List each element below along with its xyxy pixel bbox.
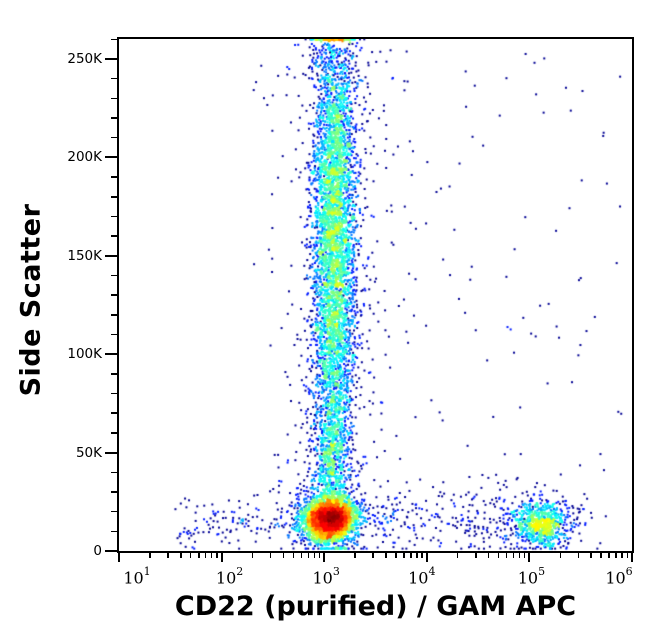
y-axis-tick-label: 0: [93, 543, 102, 559]
x-axis-minor-tick: [518, 553, 521, 558]
y-axis-major-tick: [105, 550, 117, 552]
x-axis-minor-tick: [300, 553, 303, 558]
x-axis-minor-tick: [167, 553, 169, 558]
y-axis-major-tick: [105, 451, 117, 454]
x-axis-minor-tick: [497, 553, 500, 558]
x-axis-minor-tick: [577, 553, 580, 558]
y-axis-tick-label: 250K: [67, 51, 102, 67]
x-axis-tick-label: 104: [408, 565, 436, 588]
scatter-density-canvas: [119, 39, 632, 551]
y-axis-tick-label: 50K: [75, 444, 102, 461]
x-axis-minor-tick: [600, 553, 602, 558]
x-axis-minor-tick: [421, 553, 423, 558]
x-axis-minor-tick: [210, 553, 213, 558]
x-axis-minor-tick: [149, 553, 151, 558]
x-axis-minor-tick: [354, 553, 356, 558]
x-axis-tick-label: 106: [605, 565, 633, 588]
y-axis-title: Side Scatter: [15, 203, 47, 397]
x-axis-tick-label: 105: [517, 565, 546, 588]
x-axis-major-tick: [220, 553, 223, 562]
x-axis-minor-tick: [456, 553, 459, 558]
x-axis-major-tick: [631, 553, 633, 562]
x-axis-minor-tick: [403, 553, 405, 558]
x-axis-minor-tick: [621, 553, 623, 558]
x-axis-minor-tick: [523, 553, 526, 558]
x-axis-minor-tick: [251, 553, 254, 558]
x-axis-tick-label: 101: [123, 565, 151, 588]
y-axis-major-tick: [105, 156, 117, 159]
x-axis-minor-tick: [559, 553, 562, 558]
x-axis-minor-tick: [318, 553, 321, 558]
y-axis-tick-label: 200K: [67, 149, 102, 166]
x-axis-minor-tick: [313, 553, 315, 558]
x-axis-minor-tick: [385, 553, 387, 558]
y-axis-major-tick: [105, 254, 117, 257]
x-axis-minor-tick: [615, 553, 617, 558]
x-axis-title: CD22 (purified) / GAM APC: [174, 591, 577, 622]
x-axis-minor-tick: [416, 553, 418, 558]
x-axis-major-tick: [528, 553, 531, 562]
x-axis-major-tick: [425, 553, 428, 562]
x-axis-tick-label: 102: [215, 565, 244, 588]
x-axis-minor-tick: [395, 553, 397, 558]
y-axis-major-tick: [105, 58, 117, 60]
x-axis-tick-label: 103: [312, 565, 340, 588]
x-axis-minor-tick: [475, 553, 477, 558]
x-axis-major-tick: [323, 553, 326, 562]
x-axis-minor-tick: [512, 553, 515, 558]
x-axis-minor-tick: [292, 553, 295, 558]
x-axis-minor-tick: [372, 553, 374, 558]
x-axis-minor-tick: [180, 553, 182, 558]
x-axis-minor-tick: [269, 553, 272, 558]
x-axis-minor-tick: [189, 553, 192, 558]
x-axis-minor-tick: [487, 553, 490, 558]
y-axis-major-tick: [105, 353, 117, 356]
x-axis-minor-tick: [204, 553, 207, 558]
x-axis-minor-tick: [626, 553, 629, 558]
x-axis-minor-tick: [282, 553, 285, 558]
x-axis-major-tick: [118, 553, 120, 562]
x-axis-minor-tick: [216, 553, 218, 558]
x-axis-minor-tick: [505, 553, 508, 558]
x-axis-minor-tick: [590, 553, 592, 558]
x-axis-minor-tick: [307, 553, 310, 558]
x-axis-minor-tick: [198, 553, 200, 558]
x-axis-minor-tick: [410, 553, 412, 558]
x-axis-minor-tick: [608, 553, 610, 558]
